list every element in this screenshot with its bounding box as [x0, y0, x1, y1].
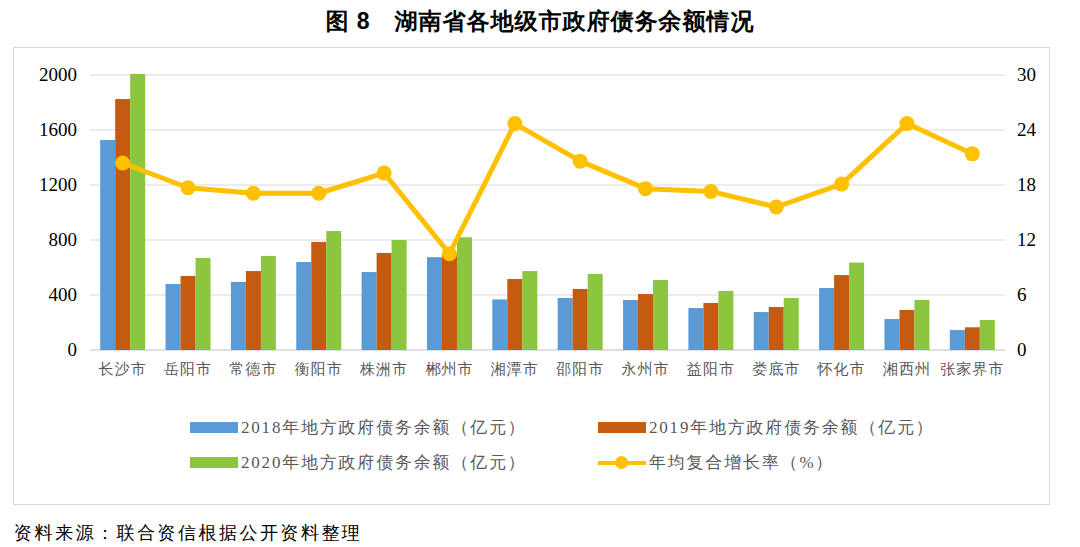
bar-2020-永州市: [653, 280, 668, 350]
bar-2020-株洲市: [392, 240, 407, 350]
x-axis-label: 常德市: [229, 361, 277, 377]
bar-2019-张家界市: [965, 327, 980, 350]
bar-2019-湘西州: [899, 310, 914, 350]
cagr-marker-湘西州: [899, 116, 914, 131]
bar-2018-湘西州: [884, 319, 899, 350]
bar-2020-张家界市: [980, 320, 995, 350]
bar-2020-益阳市: [718, 291, 733, 350]
y-axis-left-tick-label: 2000: [39, 64, 77, 85]
cagr-marker-岳阳市: [181, 180, 196, 195]
bar-2018-娄底市: [754, 312, 769, 350]
bar-2019-永州市: [638, 294, 653, 350]
cagr-marker-永州市: [638, 181, 653, 196]
bar-2019-怀化市: [834, 275, 849, 350]
x-axis-label: 张家界市: [940, 361, 1004, 377]
legend-label-cagr: 年均复合增长率（%）: [649, 451, 834, 474]
bar-2020-怀化市: [849, 263, 864, 350]
x-axis-label: 长沙市: [99, 361, 147, 377]
y-axis-left-tick-label: 1200: [39, 174, 77, 195]
cagr-marker-衡阳市: [311, 186, 326, 201]
x-axis-label: 永州市: [622, 361, 670, 377]
bar-2018-株洲市: [362, 272, 377, 350]
x-axis-label: 衡阳市: [295, 361, 343, 377]
bar-2020-湘西州: [914, 300, 929, 350]
y-axis-right-tick-label: 6: [1017, 284, 1027, 305]
x-axis-label: 娄底市: [752, 361, 800, 377]
chart-area: 0 400 800 1200 1600 2000 0 6 12 18 24 30 长沙市 岳阳市 常德市 衡阳…: [13, 47, 1050, 505]
y-axis-left-tick-label: 400: [49, 284, 78, 305]
cagr-marker-娄底市: [769, 200, 784, 215]
bar-2019-常德市: [246, 271, 261, 350]
y-axis-left-tick-label: 1600: [39, 119, 77, 140]
cagr-marker-常德市: [246, 186, 261, 201]
legend-item-2019: 2019年地方政府债务余额（亿元）: [598, 416, 935, 439]
legend-label-2020: 2020年地方政府债务余额（亿元）: [241, 451, 527, 474]
legend-swatch-2020: [190, 457, 238, 468]
source-note: 资料来源：联合资信根据公开资料整理: [14, 521, 363, 545]
bar-2019-岳阳市: [181, 276, 196, 350]
bar-2020-邵阳市: [588, 274, 603, 350]
bar-2018-长沙市: [100, 140, 115, 350]
x-axis-label: 郴州市: [425, 361, 473, 377]
legend-item-2020: 2020年地方政府债务余额（亿元）: [190, 451, 527, 474]
bar-2018-邵阳市: [558, 298, 573, 350]
x-axis-label: 湘西州: [882, 361, 931, 377]
legend-label-2018: 2018年地方政府债务余额（亿元）: [241, 416, 527, 439]
legend-item-2018: 2018年地方政府债务余额（亿元）: [190, 416, 527, 439]
x-axis-label: 株洲市: [359, 361, 408, 377]
x-axis-label: 湘潭市: [490, 361, 539, 377]
y-axis-right-tick-label: 30: [1017, 64, 1036, 85]
y-axis-right-tick-label: 24: [1017, 119, 1037, 140]
y-axis-right-tick-label: 18: [1017, 174, 1036, 195]
cagr-marker-长沙市: [115, 156, 130, 171]
bar-2020-郴州市: [457, 237, 472, 350]
y-axis-right-tick-label: 12: [1017, 229, 1036, 250]
cagr-marker-怀化市: [834, 177, 849, 192]
x-axis-label: 怀化市: [817, 361, 866, 377]
cagr-marker-张家界市: [965, 146, 980, 161]
bar-2018-怀化市: [819, 288, 834, 350]
bar-2019-娄底市: [769, 307, 784, 350]
x-axis-label: 邵阳市: [556, 361, 604, 377]
legend-swatch-2018: [190, 422, 238, 433]
bar-2020-湘潭市: [522, 271, 537, 350]
bar-2018-常德市: [231, 282, 246, 350]
cagr-marker-株洲市: [377, 166, 392, 181]
cagr-marker-湘潭市: [507, 116, 522, 131]
bar-2020-衡阳市: [326, 231, 341, 350]
y-axis-left-tick-label: 0: [68, 339, 78, 360]
bar-2019-益阳市: [703, 303, 718, 350]
bar-2020-娄底市: [784, 298, 799, 350]
legend-swatch-cagr-line: [598, 455, 646, 470]
bar-2019-郴州市: [442, 254, 457, 350]
bar-2019-湘潭市: [507, 279, 522, 350]
bar-2018-湘潭市: [492, 299, 507, 350]
bar-2018-郴州市: [427, 257, 442, 350]
bar-2020-长沙市: [130, 74, 145, 350]
bar-2019-衡阳市: [311, 242, 326, 350]
bar-2018-张家界市: [950, 330, 965, 350]
cagr-marker-郴州市: [442, 246, 457, 261]
legend-swatch-2019: [598, 422, 646, 433]
x-axis-label: 岳阳市: [164, 361, 212, 377]
legend-item-cagr: 年均复合增长率（%）: [598, 451, 834, 474]
legend-label-2019: 2019年地方政府债务余额（亿元）: [649, 416, 935, 439]
y-axis-left-tick-label: 800: [49, 229, 78, 250]
cagr-marker-益阳市: [703, 184, 718, 199]
bar-2018-衡阳市: [296, 262, 311, 350]
cagr-marker-邵阳市: [573, 154, 588, 169]
bar-2018-岳阳市: [166, 284, 181, 350]
bar-2019-株洲市: [377, 253, 392, 350]
bar-2020-岳阳市: [196, 258, 211, 350]
bar-2018-益阳市: [688, 308, 703, 350]
y-axis-right-tick-label: 0: [1017, 339, 1027, 360]
bar-2019-邵阳市: [573, 289, 588, 350]
x-axis-label: 益阳市: [687, 361, 735, 377]
bar-2019-长沙市: [115, 99, 130, 350]
chart-title: 图 8 湖南省各地级市政府债务余额情况: [0, 6, 1080, 37]
bar-2020-常德市: [261, 256, 276, 350]
bar-2018-永州市: [623, 300, 638, 350]
